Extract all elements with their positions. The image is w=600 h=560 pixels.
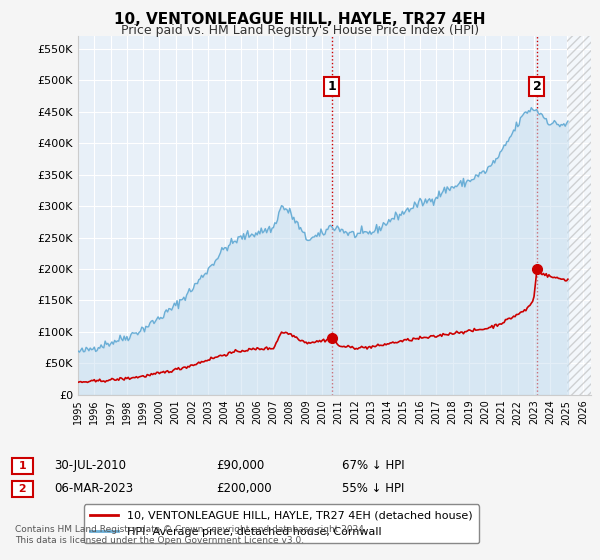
Text: 1: 1 [15, 461, 31, 471]
Bar [566, 36, 591, 395]
Text: 55% ↓ HPI: 55% ↓ HPI [342, 482, 404, 496]
Text: Contains HM Land Registry data © Crown copyright and database right 2024.: Contains HM Land Registry data © Crown c… [15, 525, 367, 534]
Legend: 10, VENTONLEAGUE HILL, HAYLE, TR27 4EH (detached house), HPI: Average price, det: 10, VENTONLEAGUE HILL, HAYLE, TR27 4EH (… [83, 505, 479, 543]
Text: £200,000: £200,000 [216, 482, 272, 496]
Text: 67% ↓ HPI: 67% ↓ HPI [342, 459, 404, 473]
Text: 30-JUL-2010: 30-JUL-2010 [54, 459, 126, 473]
Text: Price paid vs. HM Land Registry's House Price Index (HPI): Price paid vs. HM Land Registry's House … [121, 24, 479, 36]
Text: This data is licensed under the Open Government Licence v3.0.: This data is licensed under the Open Gov… [15, 536, 304, 545]
Text: £90,000: £90,000 [216, 459, 264, 473]
Text: 1: 1 [328, 80, 336, 93]
Text: 2: 2 [15, 484, 31, 494]
Text: 10, VENTONLEAGUE HILL, HAYLE, TR27 4EH: 10, VENTONLEAGUE HILL, HAYLE, TR27 4EH [114, 12, 486, 27]
Text: 06-MAR-2023: 06-MAR-2023 [54, 482, 133, 496]
Text: 2: 2 [533, 80, 541, 93]
